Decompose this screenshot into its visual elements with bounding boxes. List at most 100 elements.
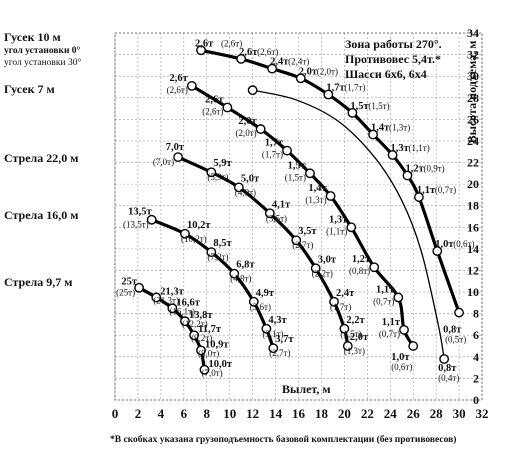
y-tick-label: 0 [473,393,479,407]
base-load-label: (2,7т) [292,240,313,250]
label-angle0: угол установки 0° [4,45,81,56]
data-point [134,282,144,293]
data-point [199,364,210,375]
y-axis-title: Высота подъема, м [465,41,479,144]
base-load-label: (3,6т) [250,302,271,312]
base-load-label: (3,5т) [266,213,287,223]
data-point [173,152,183,163]
data-point [387,150,398,160]
load-label: 5,0т [241,173,260,184]
label-boom22: Стрела 22,0 м [4,151,78,165]
data-point [399,324,409,335]
data-point [151,292,162,303]
points [134,45,464,375]
data-point [305,168,315,179]
load-label: 16,6т [176,297,200,308]
load-label: 1,2т [405,163,424,174]
load-label: 1,3т [329,214,348,225]
base-load-label: (1,7т) [344,83,365,93]
label-boom97: Стрела 9,7 м [4,275,72,289]
base-load-label: (0,6т) [391,362,412,372]
load-label: 2,6т [239,47,258,58]
base-load-label: (7,2т) [207,252,228,262]
load-label: 4,3т [268,315,287,326]
base-load-label: (2,6т) [202,106,223,116]
load-label: 2,0т [238,116,257,127]
grid [114,32,483,401]
load-label: 2,4т [270,57,289,68]
base-load-label: (2,2т) [312,268,333,278]
load-label: 3,0т [318,254,337,265]
x-tick-label: 0 [112,406,119,421]
x-tick-label: 8 [204,406,211,421]
base-load-label: (0,7т) [373,296,394,306]
data-point [346,222,357,233]
base-load-label: (0,8т) [349,266,370,276]
load-label: 1,4т [308,183,327,194]
base-load-label: (7,0т) [153,157,174,167]
load-label: 11,7т [198,324,222,335]
base-load-label: (2,6т) [167,85,188,95]
x-tick-label: 24 [384,406,398,421]
base-load-label: (7,0т) [201,368,222,378]
x-tick-label: 6 [181,406,188,421]
series-line-1 [251,89,445,360]
load-label: 13,5т [128,207,152,218]
load-label: 0,8т [438,363,457,374]
load-label: 2,0т [299,66,318,77]
x-axis-title: Вылет, м [282,382,331,396]
x-tick-label: 2 [135,406,142,421]
load-label: 13,8т [189,310,213,321]
info-line3: Шасси 6х6, 6х4 [345,67,427,81]
load-label: 2,6т [170,73,189,84]
base-load-label: (12,2т) [182,319,208,329]
data-point [180,228,190,239]
base-load-label: (1,5т) [340,329,361,339]
data-point [347,107,358,118]
base-load-label: (2,4т) [288,57,309,67]
data-point [196,45,206,56]
base-load-label: (1,1т) [409,143,430,153]
y-tick-label: 26 [467,112,479,126]
data-point [402,170,413,181]
data-point [454,307,464,318]
load-label: 8,5т [213,238,232,249]
y-tick-label: 18 [467,199,479,213]
x-tick-label: 22 [361,406,374,421]
data-point [222,102,233,113]
base-load-label: (13,5т) [123,220,149,230]
data-point [432,246,443,256]
data-point [393,292,404,303]
data-point [167,303,178,314]
y-tick-label: 34 [467,26,479,40]
load-label: 1,5т [288,160,307,171]
data-point [291,235,302,246]
base-load-label: (8,0т) [198,348,219,358]
point-labels: 2,6т (2,6т)2,6т (2,6т)2,4т (2,4т)2,0т (2,0т)… [116,38,474,383]
x-tick-label: 30 [453,406,466,421]
data-point [268,343,279,354]
data-point [236,54,247,64]
data-point [248,296,259,307]
base-load-label: (0,5т) [445,335,466,345]
y-tick-label: 28 [467,91,479,105]
x-tick-label: 14 [269,406,283,421]
y-tick-label: 24 [467,134,479,148]
data-point [247,85,258,96]
base-load-label: (4,9т) [235,187,256,197]
x-tick-label: 28 [430,406,444,421]
load-label: 2,6т [195,38,214,49]
y-tick-label: 22 [467,156,479,170]
load-label: 1,5т [350,101,369,112]
base-load-label: (2,0т) [317,66,338,76]
load-label: 10,9т [205,339,229,350]
data-point [439,354,450,364]
base-load-label: (4,8т) [230,274,251,284]
plot-frame [114,32,483,401]
base-load-label: (1,5т) [368,101,389,111]
base-load-label: (16,1т) [169,306,195,316]
y-tick-label: 30 [467,69,479,83]
data-point [325,191,336,201]
base-load-label: (0,6т) [453,239,474,249]
